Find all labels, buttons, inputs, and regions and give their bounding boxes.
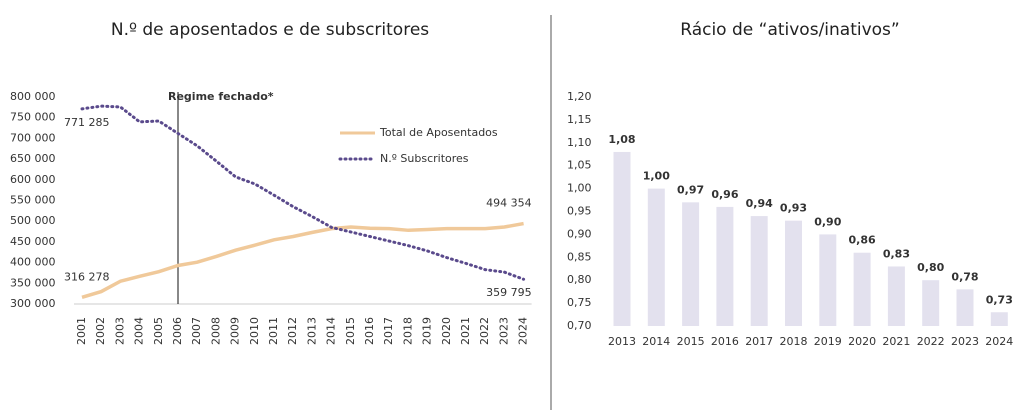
x-tick-label: 2014 (642, 335, 670, 348)
bar (887, 266, 905, 326)
data-label: 771 285 (64, 116, 110, 129)
y-tick-label: 400 000 (10, 256, 56, 269)
data-label: 316 278 (64, 270, 110, 283)
legend-label: Total de Aposentados (379, 126, 498, 139)
chart-title: Rácio de “ativos/inativos” (680, 20, 899, 40)
x-tick-label: 2008 (209, 317, 222, 345)
data-label: 0,94 (746, 197, 773, 210)
x-tick-label: 2018 (401, 317, 414, 345)
y-tick-label: 0,80 (567, 273, 592, 286)
data-label: 0,86 (849, 234, 876, 247)
y-tick-label: 1,20 (567, 90, 592, 103)
y-tick-label: 650 000 (10, 152, 56, 165)
x-tick-label: 2002 (94, 317, 107, 345)
y-tick-label: 1,00 (567, 182, 592, 195)
data-label: 1,00 (643, 170, 670, 183)
x-tick-label: 2016 (711, 335, 739, 348)
x-tick-label: 2007 (190, 317, 203, 345)
data-label: 494 354 (486, 197, 532, 210)
data-label: 1,08 (608, 133, 635, 146)
y-tick-label: 600 000 (10, 173, 56, 186)
x-tick-label: 2019 (421, 317, 434, 345)
y-tick-label: 500 000 (10, 214, 56, 227)
x-tick-label: 2001 (75, 317, 88, 345)
bar (819, 234, 837, 326)
x-tick-label: 2016 (363, 317, 376, 345)
y-tick-label: 0,85 (567, 250, 592, 263)
series-line (80, 104, 526, 281)
x-tick-label: 2017 (745, 335, 773, 348)
y-tick-label: 0,90 (567, 227, 592, 240)
y-tick-label: 0,75 (567, 296, 592, 309)
y-tick-label: 1,05 (567, 159, 592, 172)
bar (613, 151, 631, 326)
x-tick-label: 2021 (882, 335, 910, 348)
data-label: 0,80 (917, 261, 944, 274)
bar (750, 216, 768, 326)
x-tick-label: 2010 (248, 317, 261, 345)
data-label: 0,97 (677, 183, 704, 196)
y-tick-label: 550 000 (10, 194, 56, 207)
x-tick-label: 2024 (517, 317, 530, 345)
y-tick-label: 1,15 (567, 113, 592, 126)
legend-label: N.º Subscritores (380, 152, 469, 165)
x-tick-label: 2005 (152, 317, 165, 345)
x-tick-label: 2011 (267, 317, 280, 345)
x-tick-label: 2023 (497, 317, 510, 345)
y-tick-label: 350 000 (10, 276, 56, 289)
x-tick-label: 2023 (951, 335, 979, 348)
x-tick-label: 2013 (608, 335, 636, 348)
x-tick-label: 2022 (478, 317, 491, 345)
x-tick-label: 2015 (677, 335, 705, 348)
bar (922, 280, 940, 326)
x-tick-label: 2022 (917, 335, 945, 348)
data-label: 0,96 (711, 188, 738, 201)
x-tick-label: 2024 (985, 335, 1013, 348)
bar (647, 188, 665, 326)
annotation: Regime fechado* (168, 90, 274, 103)
x-tick-label: 2020 (848, 335, 876, 348)
x-tick-label: 2006 (171, 317, 184, 345)
data-label: 0,90 (814, 215, 841, 228)
x-tick-label: 2020 (440, 317, 453, 345)
bar (716, 206, 734, 326)
data-label: 0,83 (883, 247, 910, 260)
data-label: 0,78 (951, 270, 978, 283)
bar (956, 289, 974, 326)
data-label: 0,73 (986, 293, 1013, 306)
y-tick-label: 750 000 (10, 111, 56, 124)
chart-title: N.º de aposentados e de subscritores (111, 20, 429, 40)
y-tick-label: 0,70 (567, 319, 592, 332)
y-tick-label: 1,10 (567, 136, 592, 149)
y-tick-label: 300 000 (10, 297, 56, 310)
x-tick-label: 2017 (382, 317, 395, 345)
x-tick-label: 2013 (305, 317, 318, 345)
y-tick-label: 700 000 (10, 131, 56, 144)
x-tick-label: 2003 (113, 317, 126, 345)
x-tick-label: 2018 (780, 335, 808, 348)
bar (682, 202, 700, 326)
y-tick-label: 800 000 (10, 90, 56, 103)
data-label: 359 795 (486, 286, 532, 299)
series-line (81, 221, 524, 299)
x-tick-label: 2019 (814, 335, 842, 348)
x-tick-label: 2009 (229, 317, 242, 345)
bar (853, 252, 871, 326)
bar (785, 220, 802, 326)
x-tick-label: 2021 (459, 317, 472, 345)
x-tick-label: 2014 (325, 317, 338, 345)
x-tick-label: 2004 (133, 317, 146, 345)
y-tick-label: 450 000 (10, 235, 56, 248)
y-tick-label: 0,95 (567, 205, 592, 218)
x-tick-label: 2015 (344, 317, 357, 345)
x-tick-label: 2012 (286, 317, 299, 345)
bar (990, 312, 1008, 326)
data-label: 0,93 (780, 202, 807, 215)
